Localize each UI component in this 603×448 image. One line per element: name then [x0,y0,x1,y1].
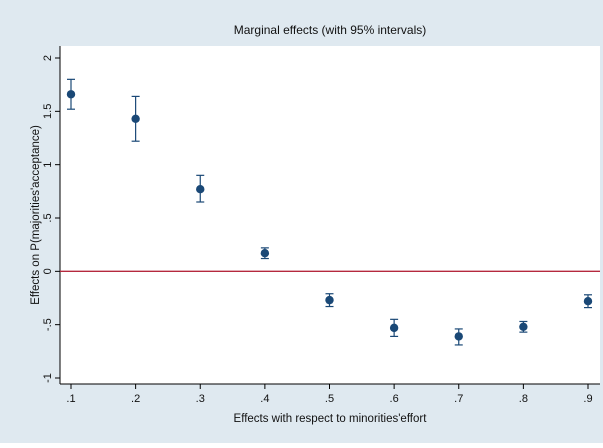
y-tick-label: -1 [42,373,54,383]
y-tick-label: 0 [42,268,54,274]
y-axis-label: Effects on P(majorities'acceptance) [30,125,42,305]
chart-title: Marginal effects (with 95% intervals) [234,23,427,37]
x-tick-label: .1 [66,393,75,405]
x-tick-label: .6 [390,393,399,405]
marginal-effect-point [131,114,140,124]
y-tick-label: 1.5 [42,104,54,119]
x-tick-label: .5 [325,393,334,405]
marginal-effect-point [519,322,528,331]
x-axis-label: Effects with respect to minorities'effor… [234,413,428,425]
marginal-effect-points [66,90,593,341]
x-tick-label: .8 [519,393,528,405]
marginal-effect-point [66,90,76,99]
marginal-effect-point [583,297,593,306]
x-tick-label: .2 [131,393,140,405]
marginal-effect-point [196,185,205,194]
y-tick-label: 2 [42,55,54,61]
x-tick-label: .3 [196,393,205,405]
x-tick-label: .9 [583,393,592,405]
y-tick-label: -.5 [42,318,54,331]
y-tick-label: .5 [42,213,54,222]
marginal-effect-point [389,323,399,333]
marginal-effect-point [260,249,270,258]
x-tick-label: .7 [454,393,463,405]
marginal-effect-point [454,332,463,341]
plot-area [60,46,600,384]
marginal-effect-point [325,295,334,305]
y-tick-label: 1 [42,162,54,168]
y-axis-ticks: -1 -.5 0 .5 1 1.5 2 [42,55,60,383]
x-axis-ticks: .1 .2 .3 .4 .5 .6 .7 .8 .9 [66,384,593,405]
x-tick-label: .4 [260,393,269,405]
